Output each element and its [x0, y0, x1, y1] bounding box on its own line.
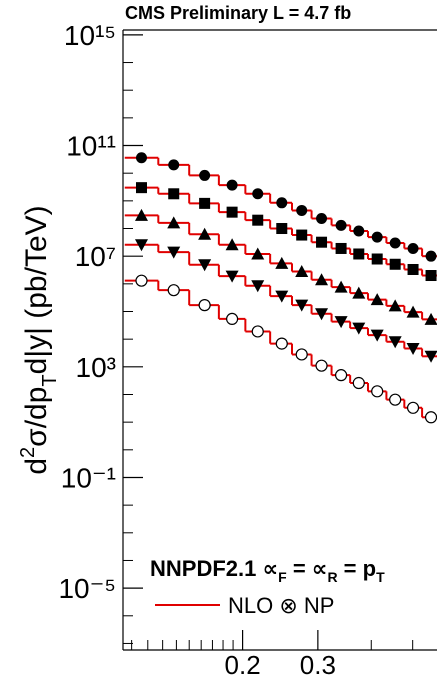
marker	[353, 225, 365, 237]
marker	[407, 242, 419, 254]
marker	[276, 223, 288, 235]
y-label-part: 2	[17, 447, 39, 458]
legend-title-part: F	[278, 569, 287, 585]
marker	[371, 253, 383, 265]
marker	[252, 214, 264, 226]
marker	[389, 258, 401, 270]
marker	[199, 169, 211, 181]
y-label-part: d	[20, 458, 53, 475]
marker	[315, 273, 329, 286]
chart-title: CMS Preliminary L = 4.7 fb	[125, 3, 351, 23]
marker	[167, 216, 181, 229]
marker	[199, 197, 211, 209]
marker	[251, 280, 265, 293]
marker	[251, 325, 264, 338]
y-label-part: d|y| (pb/TeV)	[20, 205, 53, 374]
marker	[198, 259, 212, 272]
y-tick-label: 10⁻¹	[61, 462, 116, 493]
y-axis-label: d2σ/dpTd|y| (pb/TeV)	[17, 205, 61, 474]
y-label-part: T	[39, 374, 61, 386]
marker	[251, 247, 265, 260]
y-tick-label: 10⁻⁵	[58, 573, 116, 604]
marker	[296, 204, 308, 216]
marker	[353, 248, 365, 260]
y-tick-label: 10¹⁵	[64, 20, 116, 51]
marker	[352, 376, 365, 390]
marker	[352, 286, 366, 299]
marker	[295, 264, 309, 277]
marker	[252, 188, 264, 200]
marker	[316, 236, 328, 248]
marker	[315, 359, 328, 372]
marker	[225, 270, 239, 283]
marker	[334, 369, 348, 382]
marker	[134, 208, 148, 221]
marker	[406, 342, 420, 355]
marker	[167, 246, 181, 259]
y-label-part: σ/dp	[20, 387, 53, 447]
marker	[371, 385, 384, 398]
marker	[370, 293, 384, 306]
legend-title-part: ∝	[256, 556, 278, 581]
marker	[335, 242, 347, 254]
marker	[226, 312, 239, 326]
marker	[295, 299, 309, 312]
marker	[134, 239, 148, 252]
marker	[389, 237, 401, 249]
marker	[275, 337, 288, 350]
marker	[388, 299, 402, 312]
marker	[168, 159, 180, 171]
marker	[296, 229, 308, 241]
marker	[198, 299, 211, 312]
x-tick-label: 0.3	[300, 650, 336, 680]
marker	[135, 182, 147, 194]
marker	[371, 231, 383, 243]
legend-label: NLO ⊗ NP	[228, 593, 334, 618]
legend-title-part: = p	[338, 556, 377, 581]
marker	[225, 238, 239, 251]
marker	[167, 284, 180, 297]
legend-title-part: T	[376, 569, 385, 585]
marker	[425, 250, 437, 262]
marker	[275, 256, 289, 269]
marker	[335, 219, 347, 231]
marker	[406, 401, 420, 414]
y-tick-label: 10⁷	[75, 241, 116, 272]
marker	[295, 348, 308, 361]
marker	[276, 197, 288, 209]
marker	[334, 316, 348, 329]
marker	[198, 227, 212, 240]
marker	[406, 305, 420, 318]
legend-title-part: R	[327, 569, 337, 585]
marker	[370, 329, 384, 342]
marker	[389, 393, 402, 406]
marker	[168, 188, 180, 200]
legend-title-part: NNPDF2.1	[150, 556, 256, 581]
marker	[316, 213, 328, 225]
legend-title-part: = ∝	[287, 556, 328, 581]
marker	[334, 280, 348, 293]
y-tick-label: 10¹¹	[66, 131, 116, 162]
marker	[388, 336, 402, 349]
marker	[407, 263, 419, 275]
marker	[424, 350, 437, 363]
marker	[275, 290, 289, 303]
marker	[135, 274, 148, 287]
legend-title: NNPDF2.1 ∝F = ∝R = pT	[150, 556, 385, 585]
marker	[424, 411, 437, 424]
marker	[425, 270, 437, 282]
marker	[226, 179, 238, 191]
marker	[352, 322, 366, 335]
marker	[135, 152, 147, 164]
y-tick-label: 10³	[76, 352, 116, 383]
marker	[315, 308, 329, 321]
marker	[226, 206, 238, 218]
x-tick-label: 0.2	[225, 650, 261, 680]
marker	[424, 312, 437, 325]
